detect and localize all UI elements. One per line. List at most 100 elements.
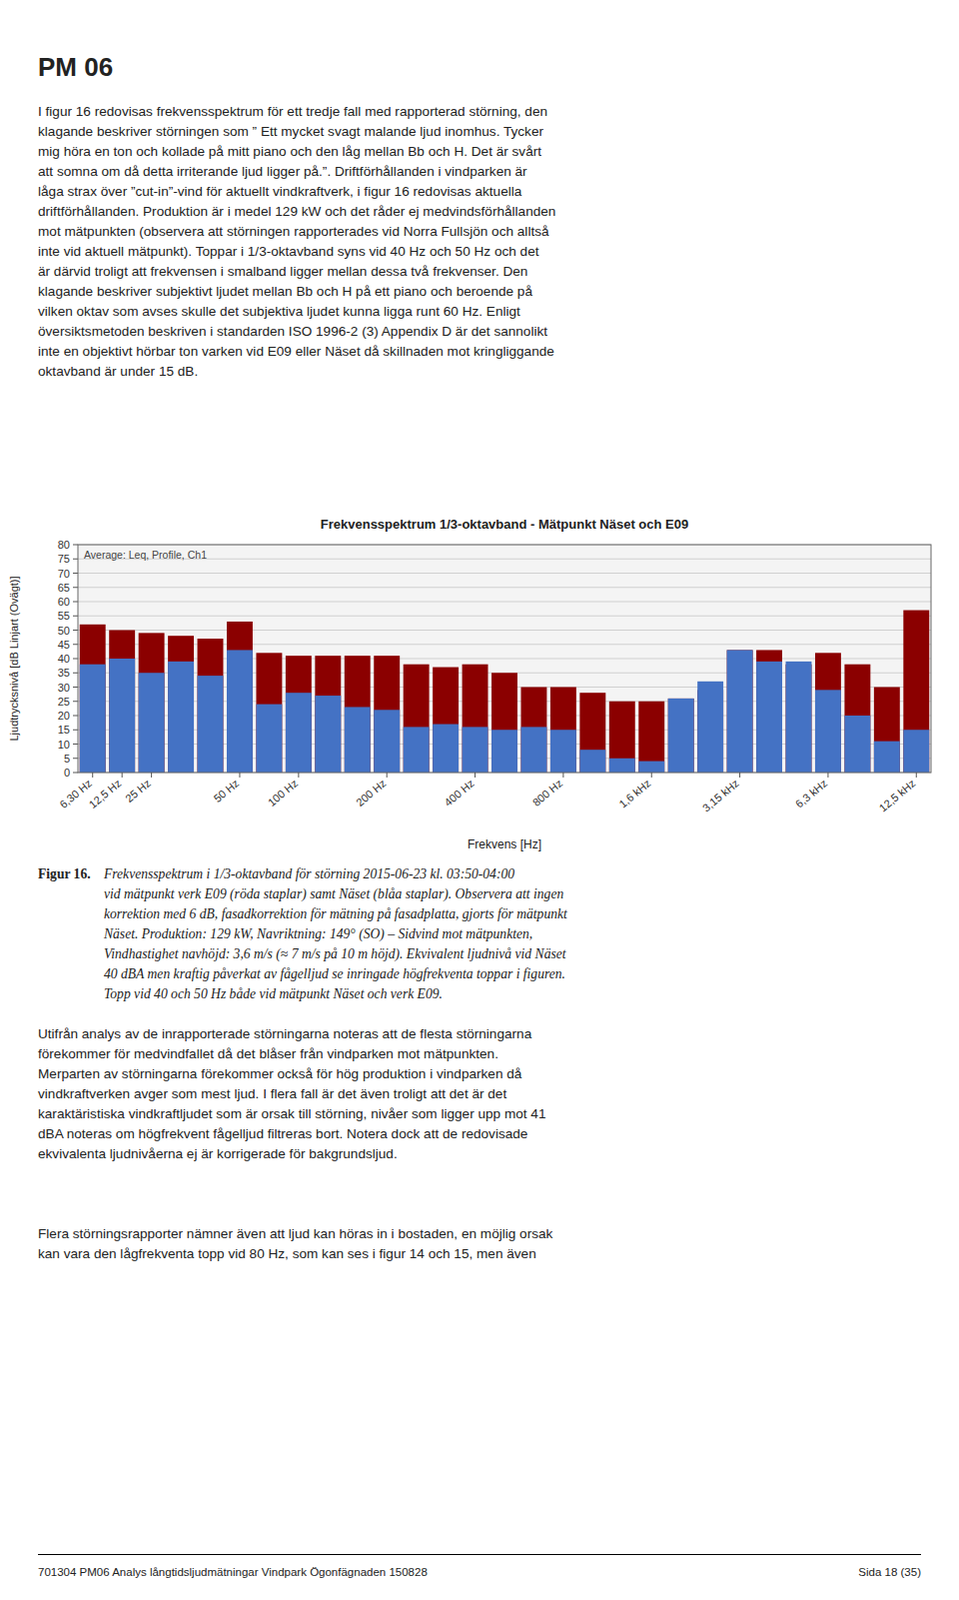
x-tick-label: 12,5 kHz	[877, 776, 919, 814]
chart-svg: 051015202530354045505560657075806,30 Hz1…	[0, 504, 959, 855]
y-tick-label: 15	[57, 723, 70, 736]
bars	[79, 610, 930, 773]
text-line: mig höra en ton och kollade på mitt pian…	[37, 141, 922, 162]
footer-page: Sida 18 (35)	[858, 1561, 922, 1582]
y-tick-label: 45	[57, 638, 70, 651]
text-line: kan vara den lågfrekventa topp vid 80 Hz…	[37, 1243, 922, 1264]
x-tick-label: 12,5 Hz	[86, 776, 124, 811]
x-tick	[121, 772, 123, 778]
bar	[79, 624, 106, 773]
bar	[697, 681, 724, 773]
text-line: dBA noteras om högfrekvent fågelljud fil…	[37, 1123, 922, 1144]
y-tick	[72, 757, 78, 759]
x-tick-label: 50 Hz	[211, 776, 242, 805]
text-line: Utifrån analys av de inrapporterade stör…	[37, 1023, 922, 1044]
y-tick	[72, 572, 78, 574]
x-tick	[739, 772, 741, 778]
grid-line	[77, 629, 932, 631]
bar	[874, 687, 901, 774]
grid-line	[77, 572, 932, 574]
x-tick	[91, 772, 93, 778]
y-tick	[72, 686, 78, 688]
x-tick	[562, 772, 564, 778]
bar	[609, 758, 636, 773]
bar	[815, 689, 842, 773]
bar	[138, 672, 165, 773]
body-text: I figur 16 redovisas frekvensspektrum fö…	[37, 101, 922, 382]
text-line: vindkraftverken avger som mest ljud. I f…	[37, 1083, 922, 1104]
y-tick	[72, 700, 78, 702]
text-line: Vindhastighet navhöjd: 3,6 m/s (≈ 7 m/s …	[103, 944, 568, 964]
bar	[79, 664, 106, 773]
bar	[491, 729, 518, 773]
bar	[550, 729, 577, 773]
text-line: inte vid aktuell mätpunkt). Toppar i 1/3…	[37, 241, 922, 262]
bar	[579, 749, 606, 773]
bar	[285, 655, 312, 773]
plot-background	[77, 544, 932, 773]
y-tick-label: 50	[57, 624, 70, 637]
bar	[197, 675, 224, 773]
y-tick	[72, 629, 78, 631]
x-tick	[297, 772, 299, 778]
y-tick-label: 5	[63, 752, 70, 765]
bar	[815, 652, 842, 773]
y-tick-label: 80	[57, 538, 70, 551]
bar	[462, 664, 489, 773]
text-line: är därvid troligt att frekvensen i smalb…	[37, 261, 922, 282]
x-tick	[474, 772, 476, 778]
x-tick	[916, 772, 918, 778]
bar	[520, 687, 547, 774]
footer: 701304 PM06 Analys långtidsljudmätningar…	[37, 1561, 922, 1582]
grid-line	[77, 601, 932, 603]
bar	[108, 630, 135, 774]
y-tick-label: 70	[57, 567, 70, 580]
text-line: inte en objektivt hörbar ton varken vid …	[37, 341, 922, 362]
text-line: 40 dBA men kraftig påverkat av fågelljud…	[103, 963, 568, 984]
bar	[520, 726, 547, 773]
text-line: förekommer för medvindfallet då det blås…	[37, 1043, 922, 1064]
bar	[255, 652, 282, 773]
bar	[226, 621, 253, 773]
y-tick-label: 75	[57, 552, 70, 565]
x-axis-label: Frekvens [Hz]	[467, 837, 542, 852]
bar	[314, 695, 341, 773]
text-line: att somna om då detta irriterande ljud l…	[37, 161, 922, 182]
bar	[756, 661, 783, 773]
pm-title: PM 06	[37, 51, 922, 83]
y-tick	[72, 672, 78, 674]
text-line: vid mätpunkt verk E09 (röda staplar) sam…	[103, 884, 568, 905]
text-line: låga strax över ”cut-in”-vind för aktuel…	[37, 181, 922, 202]
y-axis-label: Ljudtrycksnivå [dB Linjart (Ovägt)]	[7, 575, 20, 741]
text-line: mot mätpunkten (observera att störningen…	[37, 221, 922, 242]
bar	[786, 661, 813, 773]
caption-label: Figur 16.	[37, 864, 91, 885]
bar	[255, 704, 282, 773]
bar	[167, 635, 194, 773]
chart-subtitle: Average: Leq, Profile, Ch1	[83, 548, 207, 561]
x-tick-label: 3,15 kHz	[700, 776, 742, 814]
chart-title: Frekvensspektrum 1/3-oktavband - Mätpunk…	[320, 516, 689, 532]
bar	[226, 649, 253, 773]
bar	[138, 632, 165, 773]
y-tick-label: 65	[57, 581, 70, 594]
y-tick-label: 10	[57, 738, 70, 751]
y-tick	[72, 544, 78, 546]
x-tick	[827, 772, 829, 778]
y-tick	[72, 729, 78, 731]
text-line: Merparten av störningarna förekommer ock…	[37, 1063, 922, 1084]
bar	[314, 655, 341, 773]
bar	[491, 672, 518, 773]
y-tick-label: 20	[57, 709, 70, 722]
bar	[668, 698, 695, 773]
bar	[874, 741, 901, 773]
y-tick	[72, 586, 78, 588]
bar	[373, 709, 400, 773]
bar	[609, 701, 636, 773]
bar	[285, 692, 312, 773]
text-line: Näset. Produktion: 129 kW, Navriktning: …	[103, 924, 568, 945]
text-line: klagande beskriver subjektivt ljudet mel…	[37, 281, 922, 302]
x-tick-label: 1,6 kHz	[616, 776, 653, 810]
x-tick	[386, 772, 388, 778]
bar	[167, 661, 194, 773]
